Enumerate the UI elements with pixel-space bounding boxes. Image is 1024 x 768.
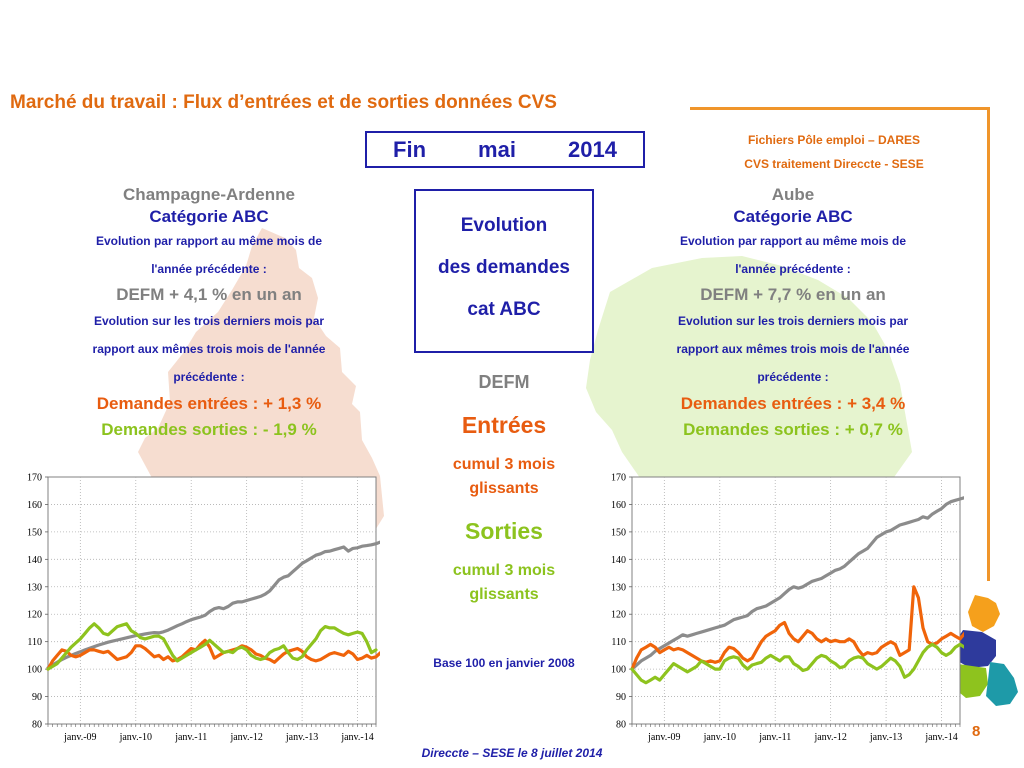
left-sorties: Demandes sorties : - 1,9 % [101,420,317,439]
legend-entrees: Entrées [461,412,547,438]
right-chart-ytick-label: 130 [611,582,626,593]
right-chart-xtick-label: janv.-10 [703,732,736,743]
mini-map-marne [954,630,996,668]
left-category: Catégorie ABC [149,207,269,226]
left-chart-series-sorties [46,622,378,671]
legend-sorties-sub-2: glissants [469,586,539,603]
right-evo-year-2: l'année précédente : [735,262,851,276]
left-evo-3m-1: Evolution sur les trois derniers mois pa… [93,314,325,328]
right-sorties: Demandes sorties : + 0,7 % [683,420,903,439]
left-evo-year-1: Evolution par rapport au même mois de [95,234,323,248]
right-chart-xtick-label: janv.-11 [758,732,791,743]
left-chart-ytick-label: 170 [27,473,42,484]
left-chart-ytick-label: 120 [27,610,42,621]
right-chart-plot-area [631,476,961,725]
right-entrees: Demandes entrées : + 3,4 % [680,394,906,413]
left-chart-xtick-label: janv.-13 [285,732,318,743]
right-panel: Aube Catégorie ABC Evolution par rapport… [628,185,958,443]
right-defm: DEFM + 7,7 % en un an [700,285,886,304]
left-chart-ytick-label: 80 [32,720,42,731]
left-evo-3m-3: précédente : [173,370,245,384]
left-region-name: Champagne-Ardenne [123,185,295,204]
left-chart-xtick-label: janv.-14 [340,732,373,743]
right-chart-xtick-label: janv.-13 [869,732,902,743]
right-chart-xtick-label: janv.-14 [924,732,957,743]
left-panel: Champagne-Ardenne Catégorie ABC Evolutio… [44,185,374,443]
header-rule-horizontal [690,107,990,110]
right-evo-3m-2: rapport aux mêmes trois mois de l'année [676,342,910,356]
right-evo-3m-3: précédente : [757,370,829,384]
left-chart-series-entrees [46,638,380,671]
date-month: mai [478,136,516,162]
mini-map-haute-marne [986,662,1018,706]
left-chart-ytick-label: 100 [27,665,42,676]
mini-map-ardennes [968,595,1000,632]
right-chart-ytick-label: 80 [616,720,626,731]
date-box: Fin mai 2014 [365,131,645,168]
date-year: 2014 [568,136,617,162]
right-evo-year-1: Evolution par rapport au même mois de [679,234,907,248]
evolution-line-1: Evolution [460,215,548,236]
base-note: Base 100 en janvier 2008 [433,656,575,670]
right-chart-ytick-label: 150 [611,527,626,538]
chart-aube: 80 90 100 110 120 130 140 150 160 170 janv.-09 janv… [611,473,964,743]
left-chart-plot-area [47,476,377,725]
left-evo-year-2: l'année précédente : [151,262,267,276]
evolution-line-3: cat ABC [467,299,541,320]
mini-map-aube [954,664,988,698]
legend-sorties: Sorties [465,518,543,544]
right-region-name: Aube [771,185,815,204]
chart-champagne-ardenne: 80 90 100 110 120 130 140 150 160 170 janv.-09 janv… [27,473,380,743]
left-chart-ytick-label: 140 [27,555,42,566]
evolution-line-2: des demandes [438,257,570,278]
right-chart-xtick-label: janv.-12 [813,732,846,743]
left-chart-xtick-label: janv.-11 [174,732,207,743]
page-title: Marché du travail : Flux d’entrées et de… [10,92,557,113]
source-line-1: Fichiers Pôle emploi – DARES [747,133,921,147]
header-rule-vertical [987,107,990,581]
right-chart-ytick-label: 120 [611,610,626,621]
left-chart-ytick-label: 160 [27,500,42,511]
right-chart-ytick-label: 110 [611,637,626,648]
left-chart-series-defm [46,540,380,670]
legend-defm: DEFM [478,372,530,392]
right-chart-ytick-label: 160 [611,500,626,511]
footer-text: Direccte – SESE le 8 juillet 2014 [421,746,603,760]
right-chart-ytick-label: 170 [611,473,626,484]
left-chart-ytick-label: 150 [27,527,42,538]
left-entrees: Demandes entrées : + 1,3 % [96,394,322,413]
date-prefix: Fin [393,136,427,162]
left-defm: DEFM + 4,1 % en un an [116,285,302,304]
left-chart-ytick-label: 110 [27,637,42,648]
legend-entrees-sub-2: glissants [469,480,539,497]
source-line-2: CVS traitement Direccte - SESE [744,157,924,171]
right-chart-xtick-label: janv.-09 [647,732,680,743]
page-number: 8 [972,723,981,740]
right-chart-ytick-label: 90 [616,692,626,703]
evolution-box: Evolution des demandes cat ABC [414,189,594,353]
legend-sorties-sub-1: cumul 3 mois [452,562,556,579]
right-category: Catégorie ABC [733,207,853,226]
left-chart-xtick-label: janv.-10 [119,732,152,743]
right-chart-series-defm [630,496,964,671]
left-chart-xtick-label: janv.-09 [63,732,96,743]
left-chart-ytick-label: 90 [32,692,42,703]
left-evo-3m-2: rapport aux mêmes trois mois de l'année [92,342,326,356]
right-chart-series-sorties [630,642,964,685]
left-chart-ytick-label: 130 [27,582,42,593]
left-chart-xtick-label: janv.-12 [229,732,262,743]
right-chart-ytick-label: 140 [611,555,626,566]
right-chart-series-entrees [630,585,964,671]
right-evo-3m-1: Evolution sur les trois derniers mois pa… [677,314,909,328]
right-chart-ytick-label: 100 [611,665,626,676]
legend-entrees-sub-1: cumul 3 mois [452,456,556,473]
